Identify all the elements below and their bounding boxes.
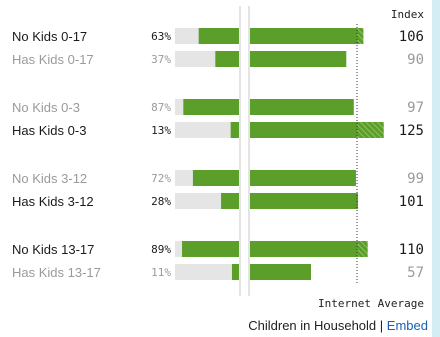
index-bar-excess: [357, 193, 359, 209]
share-bar: [192, 170, 239, 186]
row-percent: 37%: [151, 53, 171, 66]
row-label: Has Kids 3-12: [12, 194, 94, 209]
index-bar: [250, 264, 311, 280]
index-value: 110: [399, 242, 424, 258]
index-bar: [250, 51, 347, 67]
share-bar: [215, 51, 239, 67]
share-bar: [230, 122, 239, 138]
row-percent: 11%: [151, 266, 171, 279]
row-percent: 28%: [151, 195, 171, 208]
row-label: No Kids 3-12: [12, 171, 87, 186]
row-percent: 72%: [151, 172, 171, 185]
footer: Children in Household | Embed: [248, 318, 428, 333]
index-bar-excess: [357, 122, 384, 138]
row-label: Has Kids 0-17: [12, 52, 94, 67]
footer-separator: |: [379, 318, 384, 333]
index-value: 90: [407, 52, 424, 68]
right-border: [432, 0, 440, 337]
index-value: 99: [407, 171, 424, 187]
index-bar: [250, 193, 357, 209]
index-header: Index: [391, 8, 424, 21]
index-bar: [250, 99, 354, 115]
index-bar: [250, 122, 357, 138]
footer-caption: Children in Household: [248, 318, 377, 333]
share-bar: [221, 193, 239, 209]
share-bar: [182, 241, 239, 257]
index-value: 125: [399, 123, 424, 139]
average-label: Internet Average: [318, 297, 424, 310]
share-bar: [183, 99, 239, 115]
index-bar-excess: [357, 241, 368, 257]
row-label: Has Kids 0-3: [12, 123, 86, 138]
index-bar: [250, 28, 357, 44]
index-value: 97: [407, 100, 424, 116]
share-track: [175, 122, 239, 138]
row-percent: 13%: [151, 124, 171, 137]
index-value: 101: [399, 194, 424, 210]
row-label: No Kids 0-17: [12, 29, 87, 44]
index-bar: [250, 170, 356, 186]
row-percent: 89%: [151, 243, 171, 256]
rows: No Kids 0-17 63% 106 Has Kids 0-17 37% 90 No K…: [12, 28, 424, 281]
share-track: [175, 264, 239, 280]
row-label: No Kids 13-17: [12, 242, 94, 257]
index-value: 106: [399, 29, 424, 45]
index-bar-excess: [357, 28, 364, 44]
row-percent: 87%: [151, 101, 171, 114]
share-bar: [198, 28, 239, 44]
row-label: No Kids 0-3: [12, 100, 80, 115]
row-label: Has Kids 13-17: [12, 265, 101, 280]
share-bar: [231, 264, 239, 280]
embed-link[interactable]: Embed: [386, 318, 428, 333]
row-percent: 63%: [151, 30, 171, 43]
index-value: 57: [407, 265, 424, 281]
index-bar: [250, 241, 357, 257]
chart: Index No Kids 0-17 63% 106 Has Kids 0-17 37%…: [12, 6, 424, 310]
